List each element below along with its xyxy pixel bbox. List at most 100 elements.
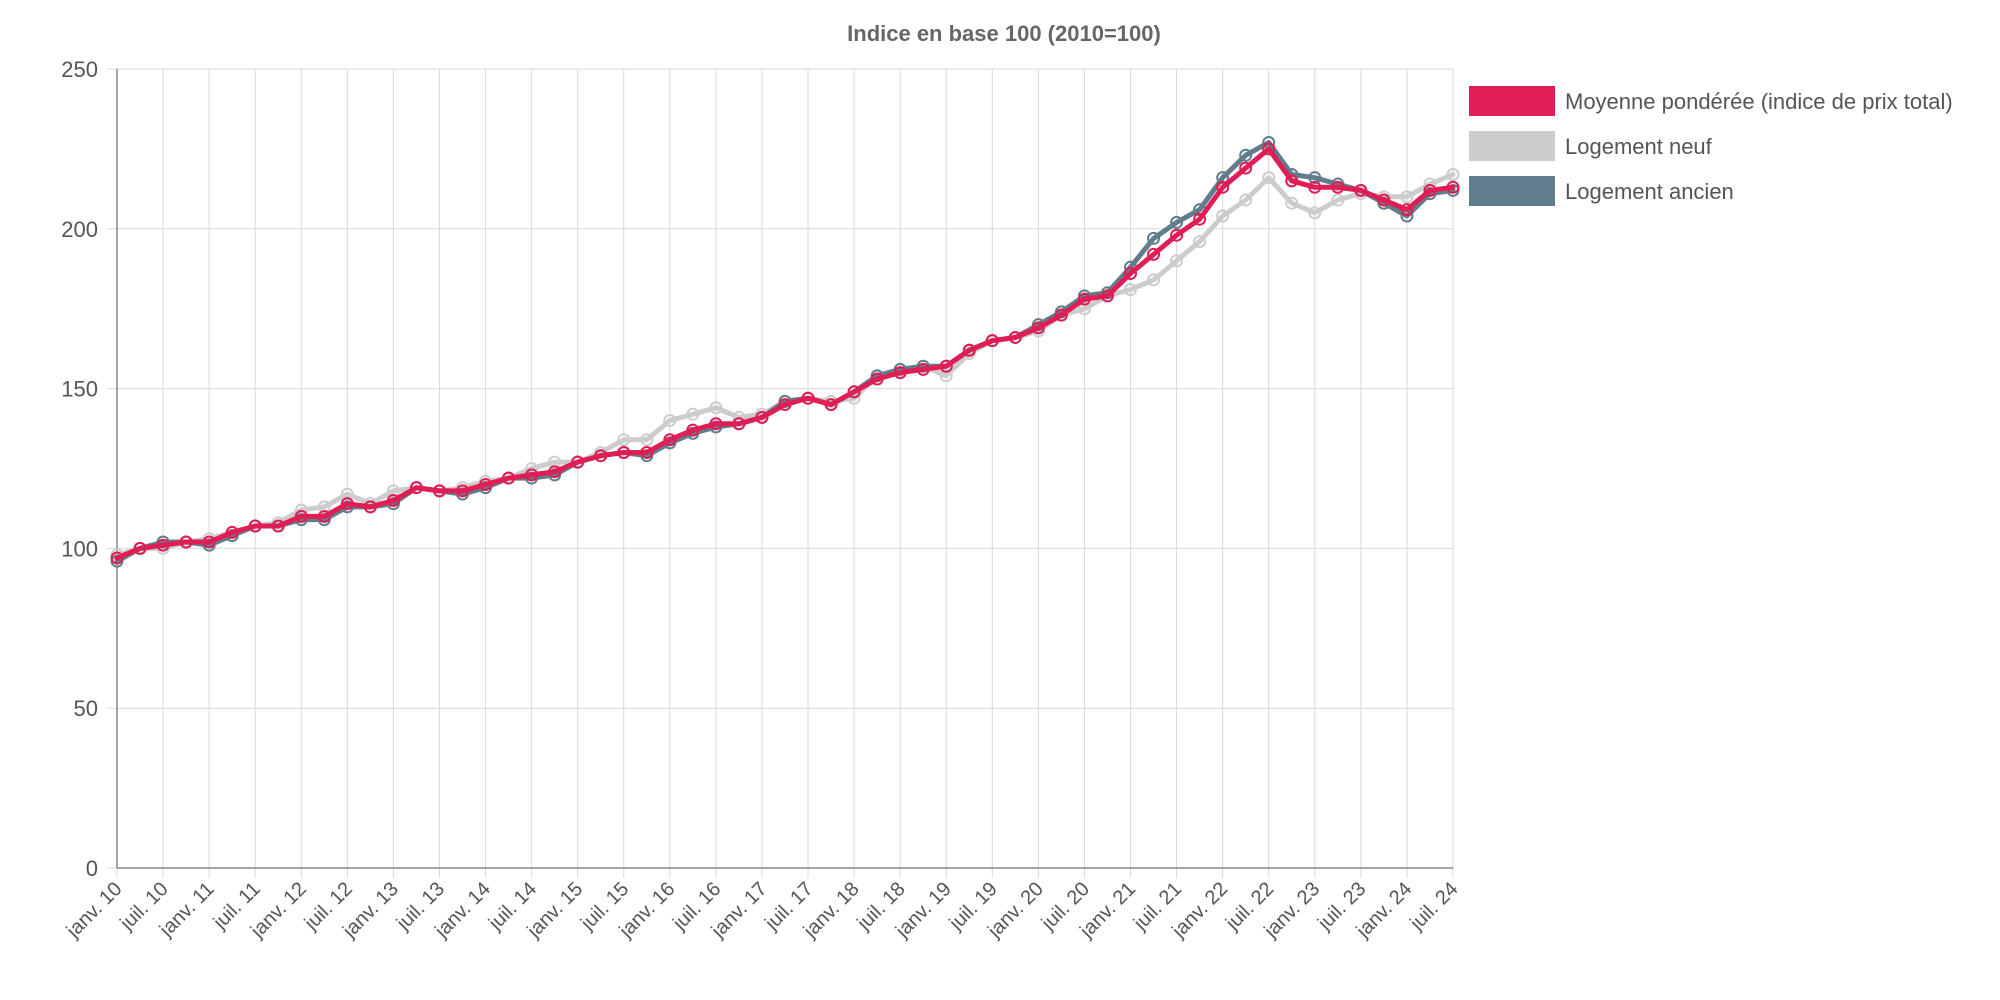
data-point[interactable] bbox=[156, 538, 170, 552]
data-point[interactable] bbox=[317, 509, 331, 523]
data-point[interactable] bbox=[225, 525, 239, 539]
data-point[interactable] bbox=[1077, 302, 1091, 316]
data-point[interactable] bbox=[617, 446, 631, 460]
chart-title: Indice en base 100 (2010=100) bbox=[847, 21, 1161, 46]
data-point[interactable] bbox=[1077, 292, 1091, 306]
data-point[interactable] bbox=[1239, 193, 1253, 207]
data-point[interactable] bbox=[1170, 215, 1184, 229]
data-point[interactable] bbox=[386, 493, 400, 507]
data-point[interactable] bbox=[847, 385, 861, 399]
data-point[interactable] bbox=[1124, 267, 1138, 281]
data-point[interactable] bbox=[479, 477, 493, 491]
data-point[interactable] bbox=[1262, 142, 1276, 156]
data-point[interactable] bbox=[340, 487, 354, 501]
data-point[interactable] bbox=[502, 471, 516, 485]
data-point[interactable] bbox=[801, 391, 815, 405]
data-point[interactable] bbox=[1147, 273, 1161, 287]
data-point[interactable] bbox=[1308, 180, 1322, 194]
data-point[interactable] bbox=[686, 407, 700, 421]
data-point[interactable] bbox=[1147, 247, 1161, 261]
data-point[interactable] bbox=[1423, 183, 1437, 197]
data-point[interactable] bbox=[1239, 148, 1253, 162]
data-point[interactable] bbox=[386, 484, 400, 498]
grid-layer bbox=[107, 68, 1454, 878]
legend-item[interactable]: Moyenne pondérée (indice de prix total) bbox=[1469, 86, 1953, 116]
legend-item[interactable]: Logement neuf bbox=[1469, 131, 1713, 161]
y-tick-label: 150 bbox=[61, 377, 98, 402]
data-point[interactable] bbox=[271, 519, 285, 533]
data-point[interactable] bbox=[548, 465, 562, 479]
data-point[interactable] bbox=[1031, 321, 1045, 335]
data-point[interactable] bbox=[1262, 171, 1276, 185]
data-point[interactable] bbox=[663, 433, 677, 447]
data-point[interactable] bbox=[1008, 330, 1022, 344]
series-line bbox=[114, 146, 1456, 561]
data-point[interactable] bbox=[916, 362, 930, 376]
data-point[interactable] bbox=[1331, 193, 1345, 207]
data-point[interactable] bbox=[1400, 203, 1414, 217]
data-point[interactable] bbox=[778, 398, 792, 412]
data-point[interactable] bbox=[340, 497, 354, 511]
data-point[interactable] bbox=[548, 455, 562, 469]
data-point[interactable] bbox=[663, 414, 677, 428]
data-point[interactable] bbox=[248, 519, 262, 533]
data-point[interactable] bbox=[294, 509, 308, 523]
data-point[interactable] bbox=[1193, 235, 1207, 249]
data-point[interactable] bbox=[1170, 254, 1184, 268]
data-point[interactable] bbox=[1377, 193, 1391, 207]
data-point[interactable] bbox=[363, 500, 377, 514]
legend-item[interactable]: Logement ancien bbox=[1469, 176, 1734, 206]
data-point[interactable] bbox=[1054, 308, 1068, 322]
data-point[interactable] bbox=[432, 484, 446, 498]
data-point[interactable] bbox=[133, 541, 147, 555]
data-point[interactable] bbox=[1147, 231, 1161, 245]
data-point[interactable] bbox=[870, 372, 884, 386]
data-point[interactable] bbox=[1285, 174, 1299, 188]
data-point[interactable] bbox=[1308, 206, 1322, 220]
data-point[interactable] bbox=[1216, 171, 1230, 185]
y-tick-label: 250 bbox=[61, 57, 98, 82]
data-point[interactable] bbox=[571, 455, 585, 469]
data-point[interactable] bbox=[1170, 228, 1184, 242]
data-point[interactable] bbox=[985, 334, 999, 348]
data-point[interactable] bbox=[1216, 180, 1230, 194]
data-point[interactable] bbox=[617, 433, 631, 447]
data-point[interactable] bbox=[1285, 196, 1299, 210]
data-point[interactable] bbox=[1216, 209, 1230, 223]
data-point[interactable] bbox=[939, 359, 953, 373]
data-point[interactable] bbox=[755, 410, 769, 424]
data-point[interactable] bbox=[317, 500, 331, 514]
data-point[interactable] bbox=[525, 468, 539, 482]
data-point[interactable] bbox=[962, 343, 976, 357]
data-point[interactable] bbox=[1446, 180, 1460, 194]
data-point[interactable] bbox=[456, 484, 470, 498]
data-point[interactable] bbox=[709, 417, 723, 431]
legend-swatch bbox=[1469, 86, 1555, 116]
data-point[interactable] bbox=[939, 369, 953, 383]
data-point[interactable] bbox=[1331, 180, 1345, 194]
data-point[interactable] bbox=[1446, 167, 1460, 181]
data-point[interactable] bbox=[893, 366, 907, 380]
data-point[interactable] bbox=[202, 535, 216, 549]
data-point[interactable] bbox=[1124, 283, 1138, 297]
data-point[interactable] bbox=[824, 398, 838, 412]
data-point[interactable] bbox=[709, 401, 723, 415]
x-tick-label: janv. 10 bbox=[62, 878, 127, 943]
legend[interactable]: Moyenne pondérée (indice de prix total) L… bbox=[1469, 86, 1953, 206]
data-point[interactable] bbox=[110, 551, 124, 565]
data-point[interactable] bbox=[179, 535, 193, 549]
data-point[interactable] bbox=[1354, 183, 1368, 197]
data-point[interactable] bbox=[640, 446, 654, 460]
data-point[interactable] bbox=[409, 481, 423, 495]
data-point[interactable] bbox=[1239, 161, 1253, 175]
data-point[interactable] bbox=[732, 417, 746, 431]
data-point[interactable] bbox=[640, 433, 654, 447]
data-point[interactable] bbox=[1308, 171, 1322, 185]
data-point[interactable] bbox=[686, 423, 700, 437]
data-point[interactable] bbox=[594, 449, 608, 463]
legend-swatch bbox=[1469, 131, 1555, 161]
data-point[interactable] bbox=[1400, 190, 1414, 204]
data-point[interactable] bbox=[1193, 212, 1207, 226]
data-point[interactable] bbox=[1100, 289, 1114, 303]
legend-label: Logement ancien bbox=[1565, 179, 1734, 204]
